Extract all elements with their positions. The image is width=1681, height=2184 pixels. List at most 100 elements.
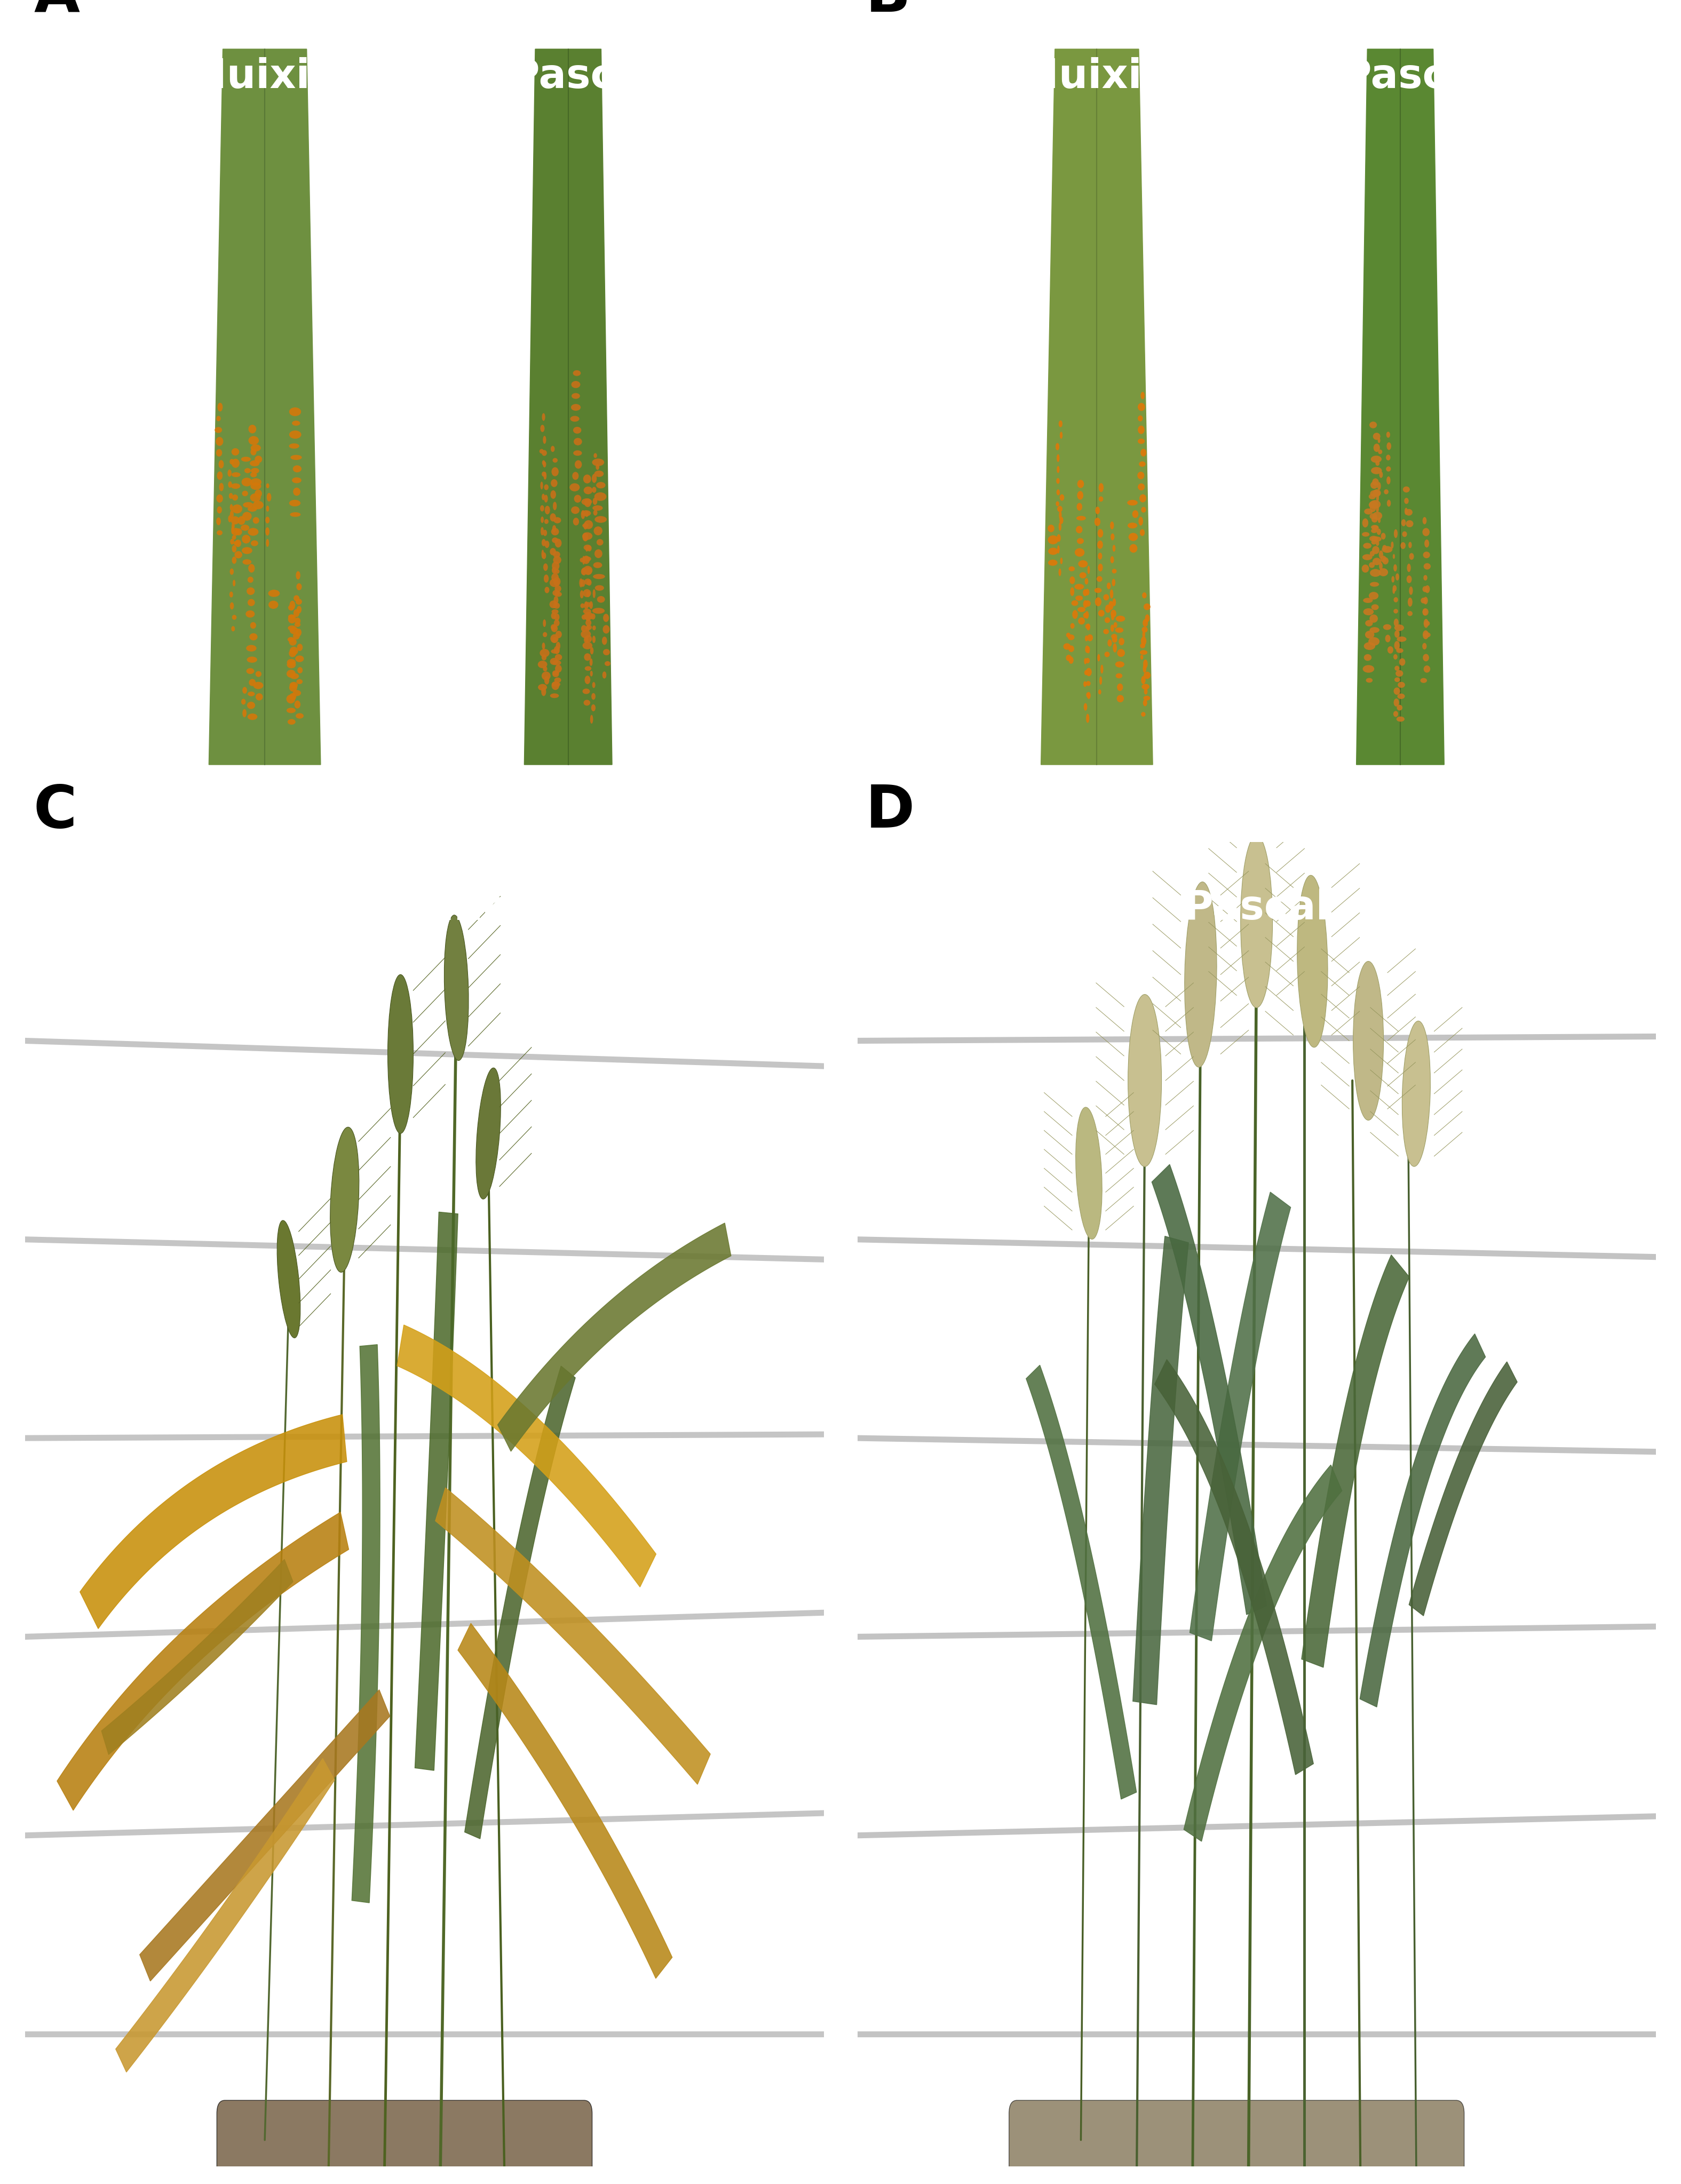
FancyBboxPatch shape [217,2101,592,2184]
Ellipse shape [595,548,602,559]
Polygon shape [524,48,612,764]
Ellipse shape [1099,483,1104,491]
Ellipse shape [289,646,298,655]
Ellipse shape [602,670,607,679]
Ellipse shape [1373,432,1380,439]
Ellipse shape [1059,494,1064,500]
Ellipse shape [1363,655,1372,662]
Ellipse shape [1402,520,1405,526]
Ellipse shape [1378,437,1380,443]
Ellipse shape [1056,489,1061,496]
Ellipse shape [551,612,556,620]
Ellipse shape [1098,690,1101,695]
Ellipse shape [1113,544,1116,553]
Ellipse shape [592,607,605,614]
Ellipse shape [1098,553,1103,559]
Ellipse shape [1056,502,1059,507]
Ellipse shape [250,494,261,502]
Ellipse shape [585,568,592,574]
Ellipse shape [1083,601,1088,607]
Ellipse shape [590,646,593,655]
Ellipse shape [1059,522,1061,531]
Ellipse shape [1084,646,1089,653]
Ellipse shape [1370,505,1377,511]
Ellipse shape [587,625,592,629]
Ellipse shape [592,625,595,631]
Ellipse shape [1402,1020,1431,1166]
Ellipse shape [553,524,556,533]
Ellipse shape [541,518,543,522]
Ellipse shape [582,557,585,566]
Ellipse shape [1185,882,1217,1068]
Ellipse shape [266,483,269,489]
Ellipse shape [585,620,592,627]
Ellipse shape [582,614,587,620]
Ellipse shape [230,459,234,465]
Ellipse shape [551,572,558,581]
Ellipse shape [1086,590,1089,596]
Ellipse shape [1103,629,1109,633]
Ellipse shape [289,500,301,507]
Ellipse shape [1387,467,1390,472]
Ellipse shape [590,614,595,620]
Ellipse shape [1094,596,1101,607]
Ellipse shape [296,598,303,605]
Ellipse shape [1108,601,1113,609]
Ellipse shape [593,561,602,568]
Ellipse shape [1394,688,1400,695]
Ellipse shape [1370,500,1380,509]
Ellipse shape [593,526,602,535]
Polygon shape [1133,1236,1188,1706]
Ellipse shape [1390,542,1394,548]
Ellipse shape [555,653,561,660]
Ellipse shape [217,472,222,480]
Text: D: D [866,782,914,841]
Ellipse shape [292,465,301,472]
Ellipse shape [1116,695,1125,703]
Ellipse shape [1103,594,1109,601]
Ellipse shape [595,470,603,476]
Polygon shape [1190,1192,1291,1640]
Ellipse shape [1383,489,1389,494]
Ellipse shape [582,568,585,574]
Ellipse shape [1394,712,1399,716]
Ellipse shape [1372,529,1377,533]
Ellipse shape [1064,644,1071,651]
Ellipse shape [1424,539,1429,548]
Ellipse shape [553,557,561,563]
Ellipse shape [585,666,592,670]
Polygon shape [415,1212,457,1771]
Ellipse shape [1368,561,1375,568]
Ellipse shape [587,546,592,550]
Ellipse shape [250,461,259,467]
Ellipse shape [1362,533,1370,537]
Ellipse shape [250,483,261,489]
Ellipse shape [1424,620,1431,627]
Ellipse shape [1394,529,1397,537]
Ellipse shape [1086,681,1091,686]
Ellipse shape [1141,677,1145,684]
Ellipse shape [550,692,558,699]
Ellipse shape [296,714,304,719]
Ellipse shape [550,579,560,587]
Polygon shape [81,1415,346,1629]
Ellipse shape [289,684,298,692]
Ellipse shape [553,459,558,463]
Ellipse shape [595,585,603,590]
Ellipse shape [1109,522,1115,529]
Ellipse shape [215,437,224,446]
Ellipse shape [1402,531,1407,537]
Ellipse shape [543,666,548,670]
Ellipse shape [294,596,299,601]
Ellipse shape [1111,636,1118,642]
Ellipse shape [595,515,607,522]
Ellipse shape [229,480,232,487]
Ellipse shape [1111,633,1118,640]
Ellipse shape [1071,601,1078,605]
Ellipse shape [227,470,232,476]
Ellipse shape [1115,662,1125,668]
Ellipse shape [1101,664,1103,673]
Ellipse shape [1424,631,1431,638]
Ellipse shape [296,655,304,662]
Ellipse shape [1084,703,1088,710]
